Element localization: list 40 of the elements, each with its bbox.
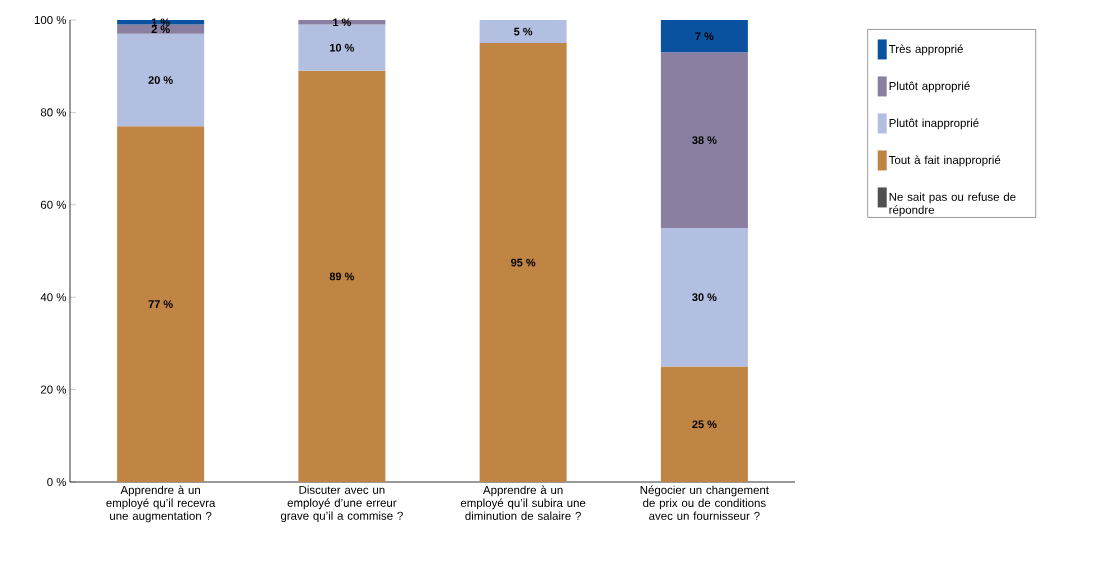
data-label: 95 % [511,258,536,267]
bar [117,126,205,482]
y-tick-label: 0 % [47,477,67,487]
y-tick-label: 80 % [40,108,67,117]
y-tick-label: 40 % [40,293,67,302]
data-label: 7 % [695,32,714,41]
y-tick-label: 20 % [40,385,67,394]
bar [660,366,748,482]
bar [298,24,386,71]
bar [117,24,205,34]
legend-label: Plutôt approprié [889,81,970,93]
bar [479,43,567,482]
legend-label: Très approprié [888,44,963,56]
data-label: 25 % [692,420,717,429]
y-tick-label: 60 % [40,200,67,209]
data-label: 77 % [148,300,173,308]
data-label: 89 % [329,272,355,281]
bar [660,52,748,228]
legend-label: Tout à fait inapproprié [888,155,1001,167]
data-label: 20 % [148,76,173,84]
bar [117,20,205,25]
data-label: 2 % [151,25,170,34]
data-label: 1 % [333,18,352,27]
x-tick-label: Apprendre à un employé qu’il subira une diminution de salaire ? [460,485,586,520]
x-tick-label: Négocier un changement de prix ou de conditions avec un fournisseur ? [640,485,769,520]
bar [298,70,386,482]
bar [298,20,386,25]
x-tick-label: Discuter avec un employé d’une erreur grave qu’il a commise ? [280,485,403,523]
data-label: 10 % [330,43,355,52]
data-label: 30 % [692,293,717,302]
x-tick-label: Apprendre à un employé qu’il recevra une augmentation ? [106,485,216,523]
bar [479,20,567,44]
legend-label: Plutôt inapproprié [889,118,979,130]
data-label: 5 % [514,27,533,36]
bar [660,227,748,367]
bar [117,33,205,127]
legend-label: Ne sait pas ou refuse de répondre [889,192,1016,217]
y-tick-label: 100 % [34,15,67,25]
bar [660,20,748,53]
data-label: 38 % [692,136,717,145]
